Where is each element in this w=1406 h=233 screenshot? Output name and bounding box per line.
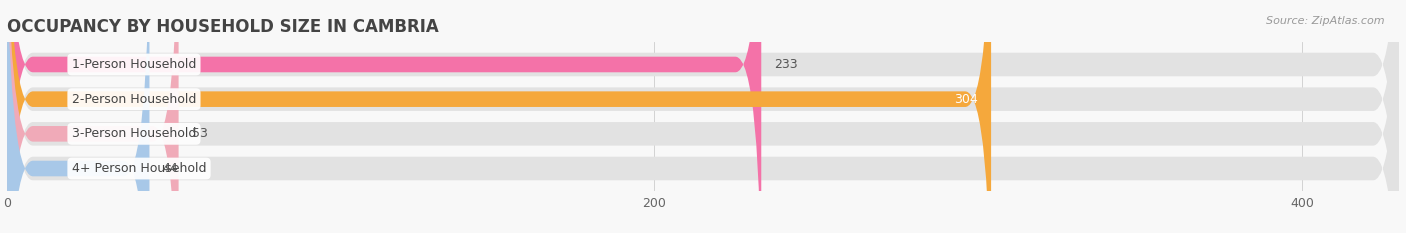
FancyBboxPatch shape xyxy=(7,0,179,233)
FancyBboxPatch shape xyxy=(7,0,991,233)
Text: 53: 53 xyxy=(191,127,208,140)
Text: 233: 233 xyxy=(775,58,797,71)
Text: 4+ Person Household: 4+ Person Household xyxy=(72,162,207,175)
FancyBboxPatch shape xyxy=(7,0,149,233)
FancyBboxPatch shape xyxy=(7,0,1399,233)
Text: 44: 44 xyxy=(163,162,179,175)
Text: 3-Person Household: 3-Person Household xyxy=(72,127,197,140)
FancyBboxPatch shape xyxy=(7,0,1399,233)
FancyBboxPatch shape xyxy=(7,0,761,233)
Text: 304: 304 xyxy=(955,93,979,106)
Text: 2-Person Household: 2-Person Household xyxy=(72,93,197,106)
FancyBboxPatch shape xyxy=(7,0,1399,233)
Text: OCCUPANCY BY HOUSEHOLD SIZE IN CAMBRIA: OCCUPANCY BY HOUSEHOLD SIZE IN CAMBRIA xyxy=(7,18,439,36)
Text: Source: ZipAtlas.com: Source: ZipAtlas.com xyxy=(1267,16,1385,26)
FancyBboxPatch shape xyxy=(7,0,1399,233)
Text: 1-Person Household: 1-Person Household xyxy=(72,58,197,71)
